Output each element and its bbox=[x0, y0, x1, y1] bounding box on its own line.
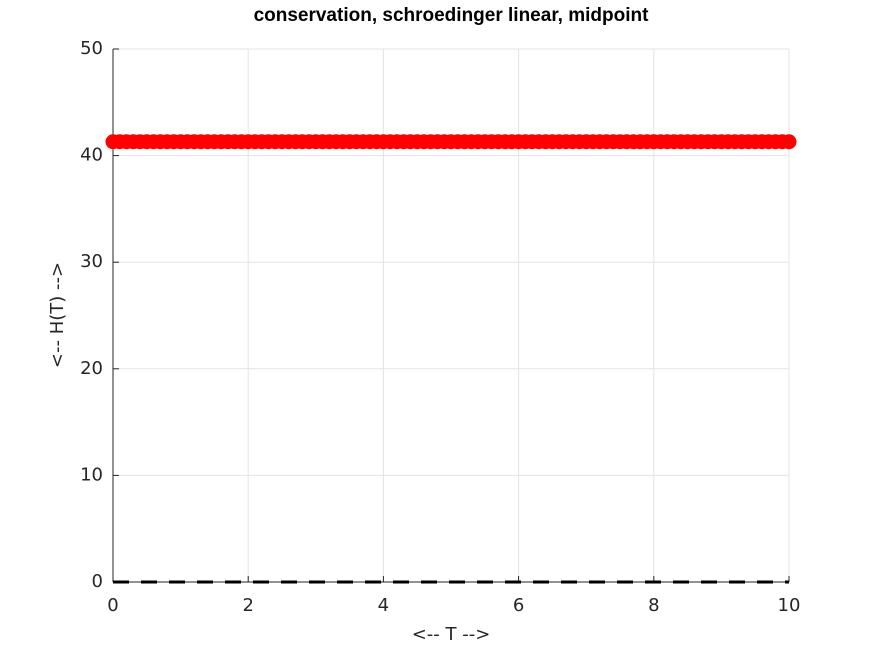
x-tick-label: 4 bbox=[378, 595, 389, 616]
marker bbox=[781, 134, 797, 150]
y-tick-label: 20 bbox=[80, 358, 103, 379]
x-tick-label: 6 bbox=[513, 595, 524, 616]
y-tick-label: 50 bbox=[80, 38, 103, 59]
y-tick-label: 40 bbox=[80, 145, 103, 166]
y-tick-label: 10 bbox=[80, 464, 103, 485]
x-axis-label: <-- T --> bbox=[412, 624, 491, 645]
x-tick-label: 8 bbox=[648, 595, 659, 616]
y-axis-label: <-- H(T) --> bbox=[47, 262, 68, 368]
x-tick-label: 10 bbox=[778, 595, 801, 616]
y-tick-label: 30 bbox=[80, 251, 103, 272]
y-tick-label: 0 bbox=[92, 571, 103, 592]
x-tick-label: 2 bbox=[242, 595, 253, 616]
chart-title: conservation, schroedinger linear, midpo… bbox=[254, 5, 650, 26]
x-tick-label: 0 bbox=[107, 595, 118, 616]
